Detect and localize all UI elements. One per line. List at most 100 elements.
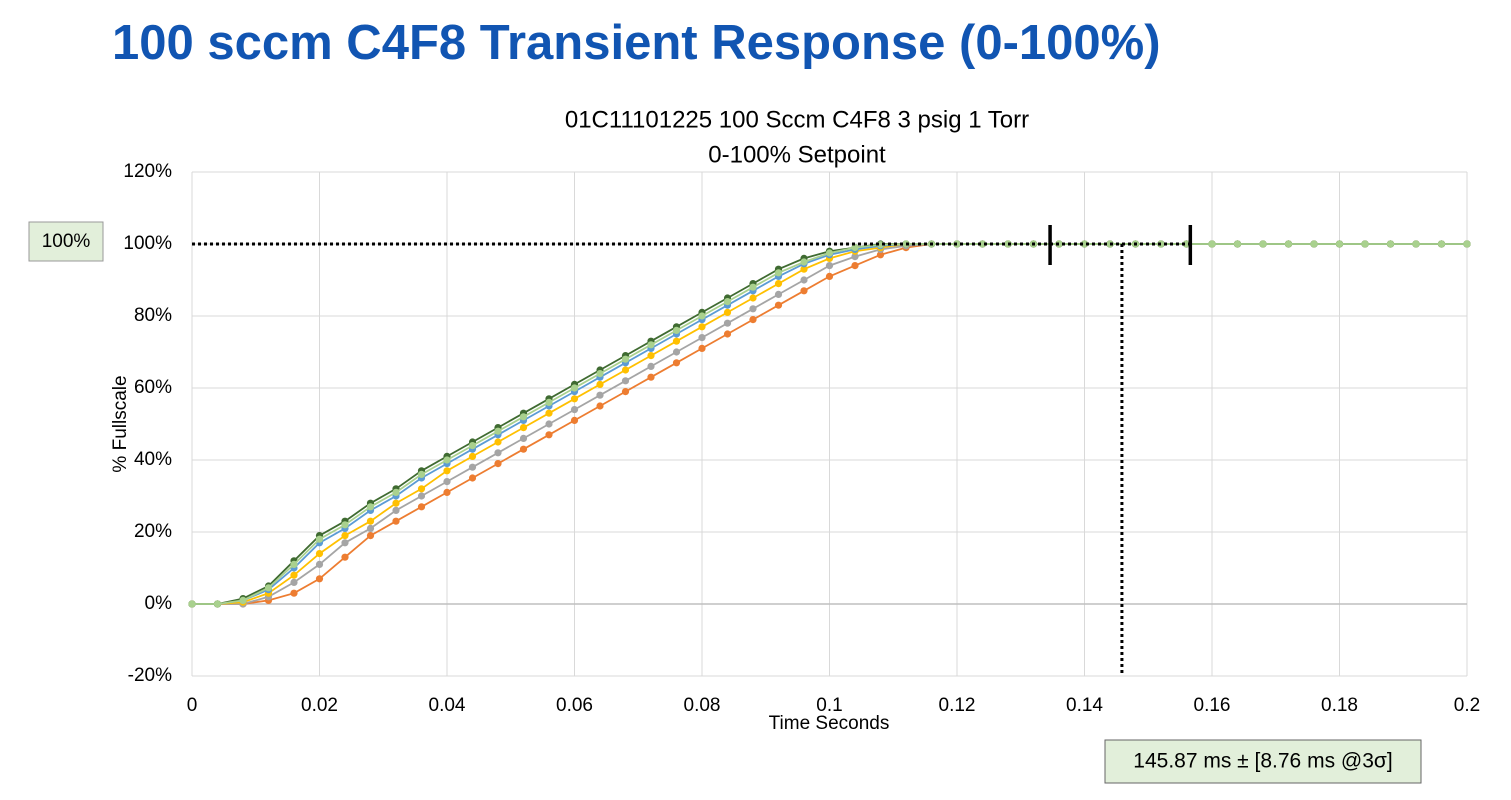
data-point (519, 434, 528, 442)
data-point (417, 492, 426, 500)
data-point (290, 589, 298, 597)
data-point (1208, 240, 1216, 248)
data-point (392, 488, 400, 496)
x-tick-label: 0.12 (939, 695, 976, 716)
data-point (672, 348, 681, 356)
data-point (596, 391, 604, 399)
data-point (570, 384, 579, 392)
data-point (494, 460, 502, 468)
data-point (570, 406, 579, 414)
data-point (315, 575, 324, 583)
data-point (545, 431, 553, 439)
data-point (876, 251, 885, 259)
data-point (851, 262, 859, 270)
data-point (1335, 240, 1344, 248)
x-tick-label: 0.02 (301, 695, 338, 716)
data-point (800, 265, 808, 273)
data-point (188, 600, 196, 608)
data-point (1233, 240, 1242, 248)
data-point (392, 517, 400, 525)
data-point (800, 258, 808, 266)
data-point (825, 272, 834, 280)
x-tick-label: 0.2 (1454, 695, 1480, 716)
data-point (723, 319, 732, 327)
data-point (443, 478, 451, 486)
data-point (290, 578, 298, 587)
data-point (1259, 240, 1267, 248)
data-point (570, 395, 579, 403)
data-point (1463, 240, 1471, 248)
data-point (596, 380, 604, 388)
y-tick-label: 80% (134, 305, 172, 326)
data-point (315, 560, 324, 569)
data-point (341, 553, 349, 561)
data-point (774, 269, 783, 277)
data-point (978, 240, 987, 248)
data-point (800, 287, 808, 295)
data-point (494, 449, 502, 457)
data-point (749, 283, 757, 291)
data-point (468, 442, 477, 450)
y-axis-label: % Fullscale (110, 375, 131, 472)
data-point (749, 316, 757, 324)
y-tick-label: 60% (134, 377, 172, 398)
data-point (596, 370, 604, 378)
x-tick-label: 0.1 (816, 695, 842, 716)
x-tick-label: 0.06 (556, 695, 593, 716)
data-point (545, 420, 553, 428)
data-point (239, 596, 247, 605)
data-point (519, 413, 528, 421)
data-point (443, 488, 451, 496)
x-tick-label: 0.04 (429, 695, 466, 716)
data-point (647, 352, 655, 360)
data-point (800, 276, 808, 284)
y-tick-label: -20% (128, 665, 172, 686)
data-point (468, 463, 477, 471)
data-point (570, 416, 579, 424)
data-point (341, 539, 349, 547)
data-point (621, 355, 630, 363)
data-point (698, 312, 706, 320)
y-tick-label: 120% (123, 161, 172, 182)
x-tick-label: 0.18 (1321, 695, 1358, 716)
data-point (851, 253, 859, 261)
data-point (545, 409, 553, 417)
data-point (290, 560, 298, 569)
data-point (825, 262, 834, 270)
result-label: 145.87 ms ± [8.76 ms @3σ] (1133, 750, 1392, 773)
data-point (417, 485, 426, 493)
data-point (774, 290, 783, 298)
data-point (621, 377, 630, 385)
data-point (366, 532, 375, 540)
data-point (953, 240, 961, 248)
x-tick-label: 0.14 (1066, 695, 1103, 716)
data-point (468, 474, 477, 482)
setpoint-label: 100% (42, 231, 91, 252)
data-point (621, 366, 630, 374)
data-point (647, 373, 655, 381)
data-point (621, 388, 630, 396)
data-point (545, 398, 553, 406)
y-tick-label: 0% (145, 593, 173, 614)
data-point (1182, 240, 1191, 248)
data-point (315, 535, 324, 543)
data-point (443, 467, 451, 475)
data-point (494, 427, 502, 435)
data-point (1361, 240, 1369, 248)
data-point (672, 337, 681, 345)
data-point (417, 503, 426, 511)
data-point (519, 424, 528, 432)
data-point (341, 532, 349, 540)
data-point (647, 341, 655, 349)
data-point (443, 456, 451, 464)
x-tick-label: 0.08 (684, 695, 721, 716)
data-point (1386, 240, 1395, 248)
data-point (264, 584, 273, 592)
result-box (1104, 739, 1422, 784)
data-point (290, 571, 298, 579)
data-point (392, 506, 400, 514)
data-point (392, 499, 400, 507)
x-axis-label: Time Seconds (769, 713, 890, 734)
data-point (774, 280, 783, 288)
data-point (723, 308, 732, 316)
